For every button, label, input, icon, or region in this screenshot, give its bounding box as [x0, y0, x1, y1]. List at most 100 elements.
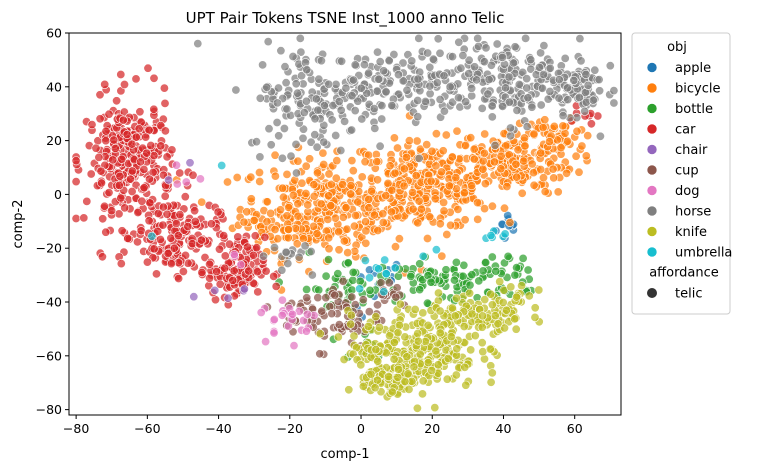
data-point [451, 173, 461, 183]
y-tick-label: 40 [46, 79, 62, 94]
data-point [394, 234, 404, 244]
data-point [487, 252, 497, 262]
data-point [302, 284, 312, 294]
data-point [110, 144, 120, 154]
legend-label-chair: chair [675, 143, 708, 158]
data-point [449, 275, 459, 285]
data-point [493, 319, 503, 329]
legend-marker-car [646, 123, 658, 135]
data-point [374, 74, 384, 84]
data-point [188, 170, 198, 180]
data-point [432, 78, 442, 88]
data-point [403, 369, 413, 379]
data-point [411, 171, 421, 181]
data-point [544, 137, 554, 147]
data-point [524, 291, 534, 301]
data-point [340, 116, 350, 126]
data-point [303, 200, 313, 210]
data-point [496, 151, 506, 161]
data-point [375, 141, 385, 151]
data-point [501, 305, 511, 315]
data-point [360, 255, 370, 265]
data-point [343, 258, 353, 268]
data-point [364, 273, 374, 283]
data-point [492, 39, 502, 49]
data-point [260, 232, 270, 242]
data-point [347, 125, 357, 135]
data-point [361, 238, 371, 248]
data-point [255, 152, 265, 162]
data-point [261, 337, 271, 347]
data-point [523, 93, 533, 103]
data-point [512, 105, 522, 115]
data-point [390, 168, 400, 178]
data-point [522, 83, 532, 93]
data-point [522, 122, 532, 132]
data-point [465, 288, 475, 298]
data-point [295, 33, 305, 43]
data-point [167, 145, 177, 155]
data-point [478, 156, 488, 166]
data-point [465, 280, 475, 290]
data-point [117, 154, 127, 164]
data-point [146, 141, 156, 151]
data-point [311, 94, 321, 104]
data-point [122, 130, 132, 140]
data-point [512, 292, 522, 302]
data-point [433, 34, 443, 44]
data-point [580, 106, 590, 116]
data-point [118, 115, 128, 125]
data-point [348, 75, 358, 85]
data-point [519, 133, 529, 143]
data-point [158, 220, 168, 230]
data-point [372, 300, 382, 310]
data-point [470, 331, 480, 341]
data-point [574, 93, 584, 103]
data-point [166, 259, 176, 269]
data-point [178, 266, 188, 276]
data-point [379, 287, 389, 297]
data-point [185, 158, 195, 168]
data-point [142, 148, 152, 158]
data-point [510, 42, 520, 52]
data-point [529, 180, 539, 190]
data-point [407, 56, 417, 66]
data-point [517, 188, 527, 198]
data-point [269, 243, 279, 253]
data-point [605, 61, 615, 71]
data-point [514, 80, 524, 90]
data-point [262, 197, 272, 207]
data-point [233, 232, 243, 242]
data-point [306, 247, 316, 257]
data-point [378, 218, 388, 228]
data-point [152, 269, 162, 279]
data-point [549, 173, 559, 183]
plot-frame [68, 32, 622, 416]
data-point [116, 70, 126, 80]
data-point [239, 217, 249, 227]
data-point [538, 123, 548, 133]
data-point [327, 115, 337, 125]
data-point [197, 197, 207, 207]
data-point [87, 120, 97, 130]
data-point [469, 144, 479, 154]
data-point [223, 177, 233, 187]
data-point [346, 181, 356, 191]
data-point [301, 189, 311, 199]
legend-label-knife: knife [675, 225, 707, 240]
data-point [404, 136, 414, 146]
data-point [480, 129, 490, 139]
data-point [319, 137, 329, 147]
data-point [473, 214, 483, 224]
data-point [414, 33, 424, 43]
data-point [435, 306, 445, 316]
data-point [307, 270, 317, 280]
data-point [384, 278, 394, 288]
data-point [326, 179, 336, 189]
data-point [347, 156, 357, 166]
data-point [534, 285, 544, 295]
data-point [189, 292, 199, 302]
data-point [487, 201, 497, 211]
data-point [378, 209, 388, 219]
